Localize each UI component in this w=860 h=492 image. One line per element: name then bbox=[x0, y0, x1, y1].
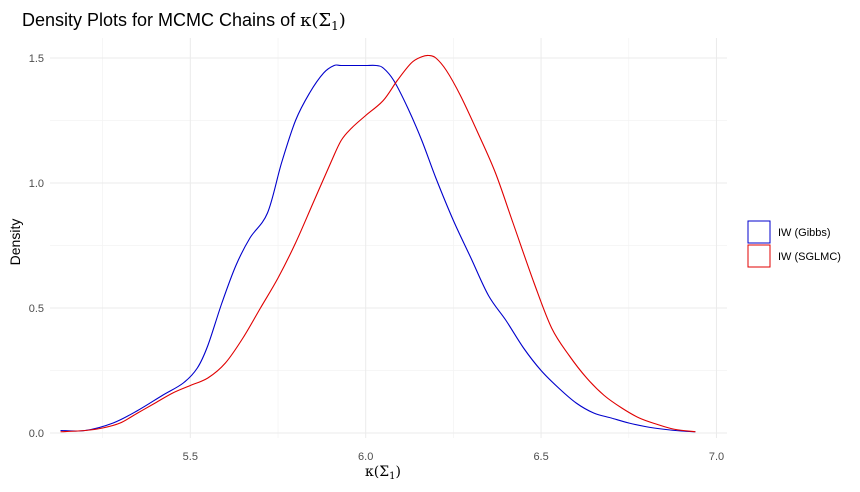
x-tick-labels: 5.5 6.0 6.5 7.0 bbox=[183, 451, 724, 463]
y-tick-labels: 0.0 0.5 1.0 1.5 bbox=[29, 53, 44, 440]
legend-key-gibbs bbox=[747, 220, 771, 244]
x-tick-label: 6.0 bbox=[358, 451, 373, 463]
legend: IW (Gibbs) IW (SGLMC) bbox=[747, 220, 841, 268]
y-axis-label: Density bbox=[7, 219, 23, 266]
y-tick-label: 0.5 bbox=[29, 303, 44, 315]
density-lines bbox=[60, 54, 696, 433]
x-tick-label: 5.5 bbox=[183, 451, 198, 463]
chart-title: Density Plots for MCMC Chains of κ(Σ1) bbox=[22, 10, 346, 33]
legend-label-gibbs: IW (Gibbs) bbox=[778, 227, 831, 239]
x-axis-label: κ(Σ1) bbox=[365, 464, 401, 482]
y-tick-label: 1.5 bbox=[29, 53, 44, 65]
density-line-gibbs bbox=[60, 64, 696, 433]
y-tick-label: 0.0 bbox=[29, 428, 44, 440]
legend-key-sglmc bbox=[747, 244, 771, 268]
legend-label-sglmc: IW (SGLMC) bbox=[778, 251, 841, 263]
x-tick-label: 7.0 bbox=[709, 451, 724, 463]
y-tick-label: 1.0 bbox=[29, 178, 44, 190]
plot-gridlines bbox=[50, 38, 727, 438]
density-line-sglmc bbox=[60, 54, 696, 433]
x-tick-label: 6.5 bbox=[533, 451, 548, 463]
